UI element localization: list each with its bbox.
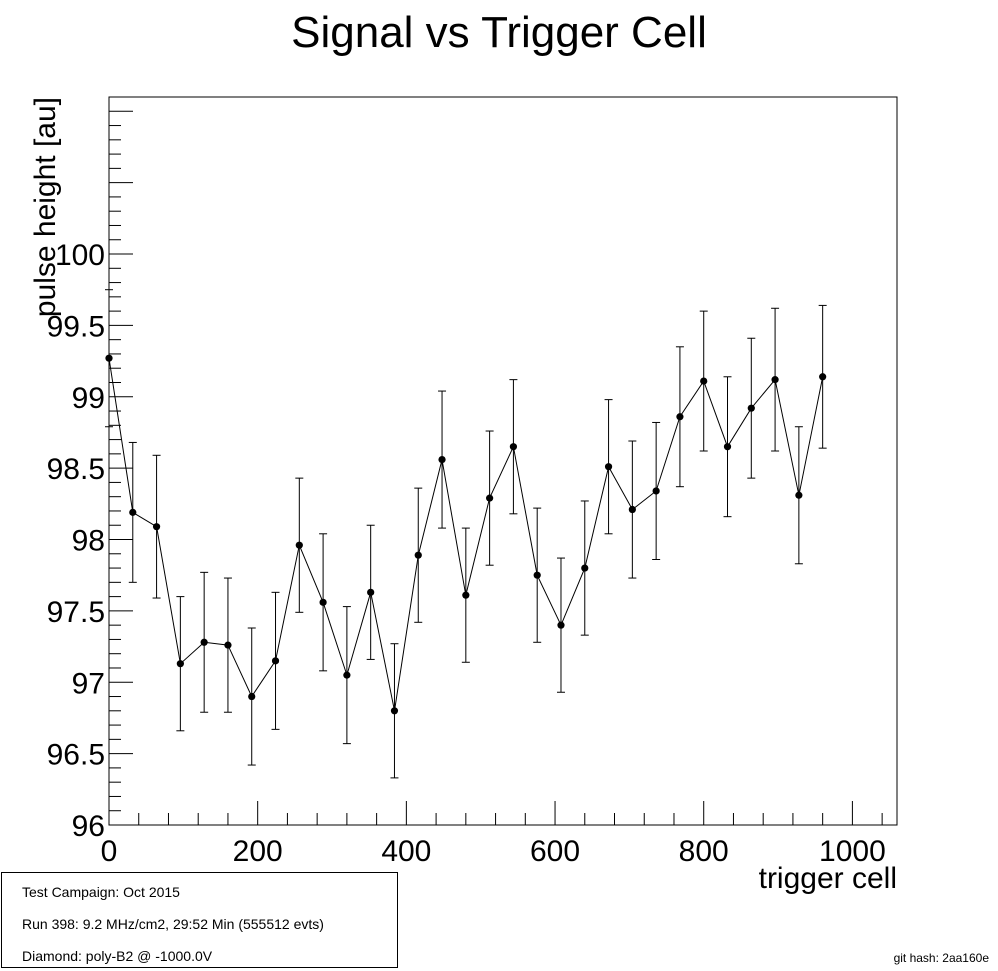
data-point [747, 404, 755, 412]
data-point [557, 621, 565, 629]
x-tick-label: 0 [101, 835, 118, 868]
data-point [771, 376, 779, 384]
data-point [414, 551, 422, 559]
data-point [700, 377, 708, 385]
data-point [390, 707, 399, 715]
data-point [176, 660, 184, 668]
data-point [676, 413, 684, 421]
data-point [105, 354, 113, 362]
y-tick-label: 99.5 [47, 310, 105, 343]
data-point [628, 505, 636, 514]
data-point [271, 657, 280, 665]
data-point [462, 591, 470, 599]
x-axis-label: trigger cell [759, 862, 897, 895]
plot-frame [108, 96, 898, 826]
data-point [367, 588, 375, 596]
data-point [319, 598, 327, 606]
data-point [652, 487, 660, 495]
data-point [343, 671, 351, 679]
data-point [224, 641, 232, 649]
data-point [819, 373, 827, 381]
x-axis-tick-labels: 0 200 400 600 800 1000 [101, 835, 886, 868]
y-tick-label: 98.5 [47, 453, 105, 486]
data-point [723, 443, 732, 451]
data-point [295, 541, 303, 549]
data-point [604, 463, 613, 471]
data-point [438, 455, 446, 464]
data-point [200, 638, 208, 646]
data-point [129, 508, 137, 516]
y-tick-label: 97.5 [47, 596, 105, 629]
info-campaign: Test Campaign: Oct 2015 [22, 884, 180, 900]
data-point [152, 523, 161, 531]
data-point [248, 692, 256, 701]
data-point [795, 491, 803, 499]
x-tick-label: 800 [679, 835, 729, 868]
data-point [533, 571, 541, 579]
run-info-box: Test Campaign: Oct 2015 Run 398: 9.2 MHz… [1, 872, 398, 968]
x-tick-label: 1000 [819, 835, 886, 868]
data-point [486, 494, 494, 502]
x-tick-label: 600 [530, 835, 580, 868]
x-tick-label: 400 [381, 835, 431, 868]
y-tick-label: 98 [72, 525, 105, 558]
data-point [509, 443, 518, 451]
y-tick-label: 96 [72, 810, 105, 843]
data-point [581, 564, 589, 572]
error-bars [105, 289, 827, 779]
y-tick-label: 100 [55, 239, 105, 272]
git-hash: git hash: 2aa160e [893, 951, 989, 965]
chart-title: Signal vs Trigger Cell [291, 8, 707, 57]
y-axis-ticks [109, 96, 133, 826]
y-tick-label: 99 [72, 382, 105, 415]
data-points [105, 354, 827, 715]
info-diamond: Diamond: poly-B2 @ -1000.0V [22, 948, 213, 964]
x-tick-label: 200 [233, 835, 283, 868]
y-tick-label: 96.5 [47, 739, 105, 772]
y-axis-label: pulse height [au] [29, 97, 62, 317]
y-axis-tick-labels: 96 96.5 97 97.5 98 98.5 99 99.5 100 [47, 239, 105, 843]
y-tick-label: 97 [72, 667, 105, 700]
info-run: Run 398: 9.2 MHz/cm2, 29:52 Min (555512 … [22, 916, 324, 932]
x-axis-ticks [108, 801, 883, 825]
